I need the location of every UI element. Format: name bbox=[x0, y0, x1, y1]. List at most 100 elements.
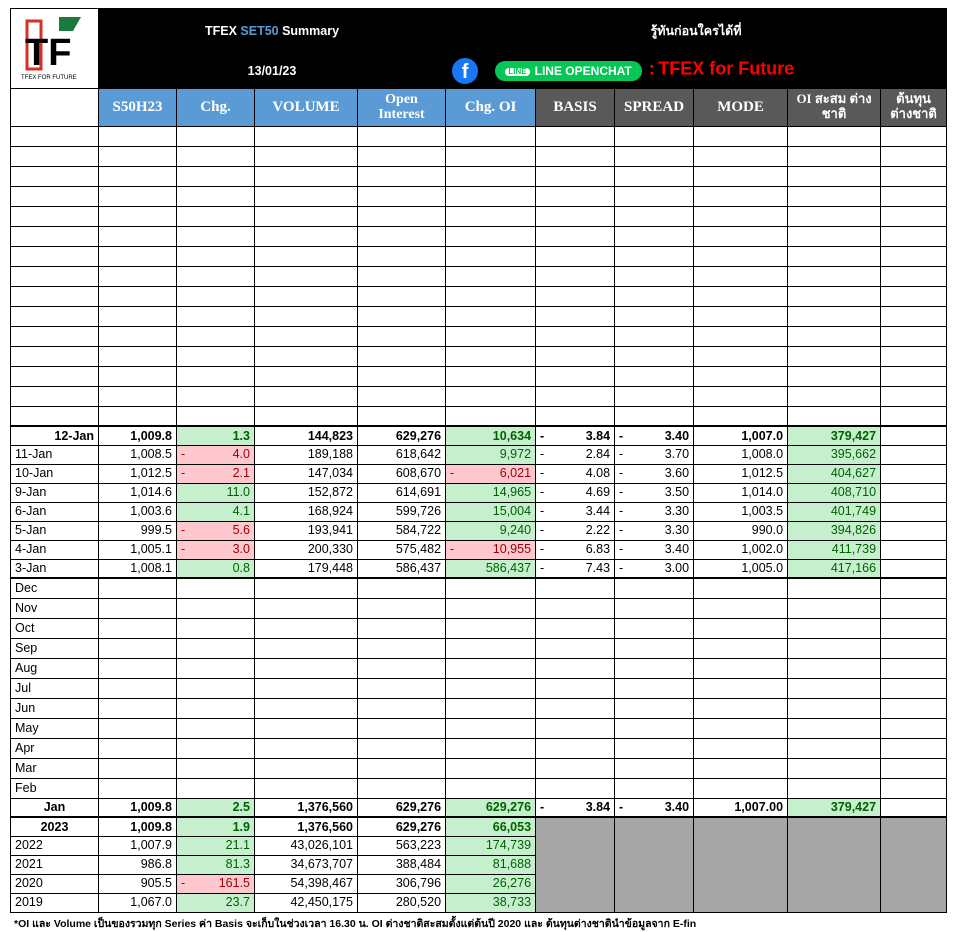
row-spread: - 3.30 bbox=[614, 501, 695, 522]
month-row: Apr bbox=[10, 737, 948, 759]
month-total-basis-value: 3.84 bbox=[585, 800, 611, 814]
empty-cell bbox=[614, 265, 695, 287]
line-openchat-button[interactable]: LINE LINE OPENCHAT bbox=[495, 61, 642, 82]
empty-cell bbox=[176, 145, 255, 167]
empty-cell bbox=[10, 345, 99, 367]
empty-cell bbox=[535, 405, 616, 427]
row-spread-sign: - bbox=[619, 504, 624, 519]
empty-cell bbox=[254, 385, 358, 407]
row-date: 11-Jan bbox=[10, 444, 99, 465]
empty-cell bbox=[787, 205, 882, 227]
row-chg-oi-value: 10,634 bbox=[492, 428, 532, 443]
empty-cell bbox=[787, 165, 882, 187]
empty-cell bbox=[254, 245, 358, 267]
year-chg-value: 23.7 bbox=[225, 895, 250, 910]
empty-cell bbox=[614, 125, 695, 147]
empty-cell bbox=[98, 405, 177, 427]
month-cell bbox=[787, 637, 882, 659]
row-chg-value: 0.8 bbox=[232, 561, 250, 575]
month-cell bbox=[787, 737, 882, 759]
month-row: Nov bbox=[10, 597, 948, 619]
row-foreign-cost bbox=[880, 425, 948, 446]
row-basis-sign: - bbox=[540, 561, 545, 575]
month-label: May bbox=[10, 717, 99, 739]
empty-cell bbox=[787, 405, 882, 427]
empty-cell bbox=[880, 205, 948, 227]
month-cell bbox=[693, 777, 789, 799]
month-cell bbox=[880, 677, 948, 699]
empty-cell bbox=[880, 365, 948, 387]
month-cell bbox=[254, 757, 358, 779]
row-chg-oi-value: 586,437 bbox=[485, 561, 532, 575]
empty-cell bbox=[10, 305, 99, 327]
empty-row bbox=[10, 185, 948, 207]
empty-cell bbox=[176, 185, 255, 207]
row-price: 1,008.1 bbox=[98, 558, 177, 579]
empty-row bbox=[10, 205, 948, 227]
month-total-chg-oi: 629,276 bbox=[445, 797, 537, 818]
row-basis-value: 4.69 bbox=[585, 485, 611, 500]
daily-row: 3-Jan 1,008.1 0.8 179,448 586,437 586,437-7.4… bbox=[10, 558, 948, 579]
empty-cell bbox=[254, 325, 358, 347]
month-cell bbox=[535, 597, 616, 619]
month-cell bbox=[614, 637, 695, 659]
year-chg: 1.9 bbox=[176, 816, 255, 837]
row-spread: - 3.50 bbox=[614, 482, 695, 503]
month-cell bbox=[254, 577, 358, 599]
month-cell bbox=[356, 637, 447, 659]
month-label: Aug bbox=[10, 657, 99, 679]
row-chg: 11.0 bbox=[176, 482, 255, 503]
year-row: 2022 1,007.9 21.1 43,026,101 563,223 174,739 bbox=[10, 835, 947, 856]
year-label: 2019 bbox=[10, 892, 99, 913]
empty-cell bbox=[787, 365, 882, 387]
month-cell bbox=[693, 577, 789, 599]
social-links: f LINE LINE OPENCHAT : TFEX for Future bbox=[445, 54, 948, 89]
empty-cell bbox=[614, 285, 695, 307]
month-cell bbox=[254, 637, 358, 659]
row-spread: - 3.40 bbox=[614, 425, 695, 446]
row-chg-oi: 14,965 bbox=[445, 482, 537, 503]
row-foreign-oi: 417,166 bbox=[787, 558, 882, 579]
empty-cell bbox=[535, 165, 616, 187]
empty-cell bbox=[693, 225, 789, 247]
year-chg: - 161.5 bbox=[176, 873, 255, 894]
month-cell bbox=[254, 697, 358, 719]
year-foreign-oi-fill bbox=[787, 816, 882, 913]
row-basis-value: 7.43 bbox=[585, 561, 611, 575]
row-basis: - 4.08 bbox=[535, 463, 616, 484]
empty-cell bbox=[880, 185, 948, 207]
month-cell bbox=[254, 717, 358, 739]
row-oi: 618,642 bbox=[356, 444, 447, 465]
row-foreign-oi: 404,627 bbox=[787, 463, 882, 484]
empty-cell bbox=[880, 385, 948, 407]
year-label: 2023 bbox=[10, 816, 99, 837]
empty-cell bbox=[787, 225, 882, 247]
month-cell bbox=[614, 577, 695, 599]
row-spread: - 3.00 bbox=[614, 558, 695, 579]
row-foreign-oi: 394,826 bbox=[787, 520, 882, 541]
empty-cell bbox=[445, 345, 537, 367]
empty-cell bbox=[356, 265, 447, 287]
row-date: 12-Jan bbox=[10, 425, 99, 446]
row-chg-oi-value: 9,972 bbox=[499, 447, 532, 462]
row-foreign-oi: 395,662 bbox=[787, 444, 882, 465]
row-price: 1,014.6 bbox=[98, 482, 177, 503]
facebook-icon[interactable]: f bbox=[452, 58, 479, 85]
empty-cell bbox=[254, 225, 358, 247]
empty-cell bbox=[254, 205, 358, 227]
year-oi: 306,796 bbox=[356, 873, 447, 894]
empty-cell bbox=[445, 185, 537, 207]
year-chg-oi: 81,688 bbox=[445, 854, 537, 875]
empty-cell bbox=[614, 185, 695, 207]
summary-table: TF TFEX FOR FUTURE TFEX SET50 Summary รู… bbox=[10, 7, 948, 913]
row-date: 6-Jan bbox=[10, 501, 99, 522]
empty-cell bbox=[10, 405, 99, 427]
empty-cell bbox=[445, 165, 537, 187]
empty-row bbox=[10, 145, 948, 167]
row-foreign-oi: 401,749 bbox=[787, 501, 882, 522]
row-date: 4-Jan bbox=[10, 539, 99, 560]
month-total-price: 1,009.8 bbox=[98, 797, 177, 818]
row-basis-sign: - bbox=[540, 447, 545, 462]
month-row: Dec bbox=[10, 577, 948, 599]
empty-cell bbox=[356, 245, 447, 267]
